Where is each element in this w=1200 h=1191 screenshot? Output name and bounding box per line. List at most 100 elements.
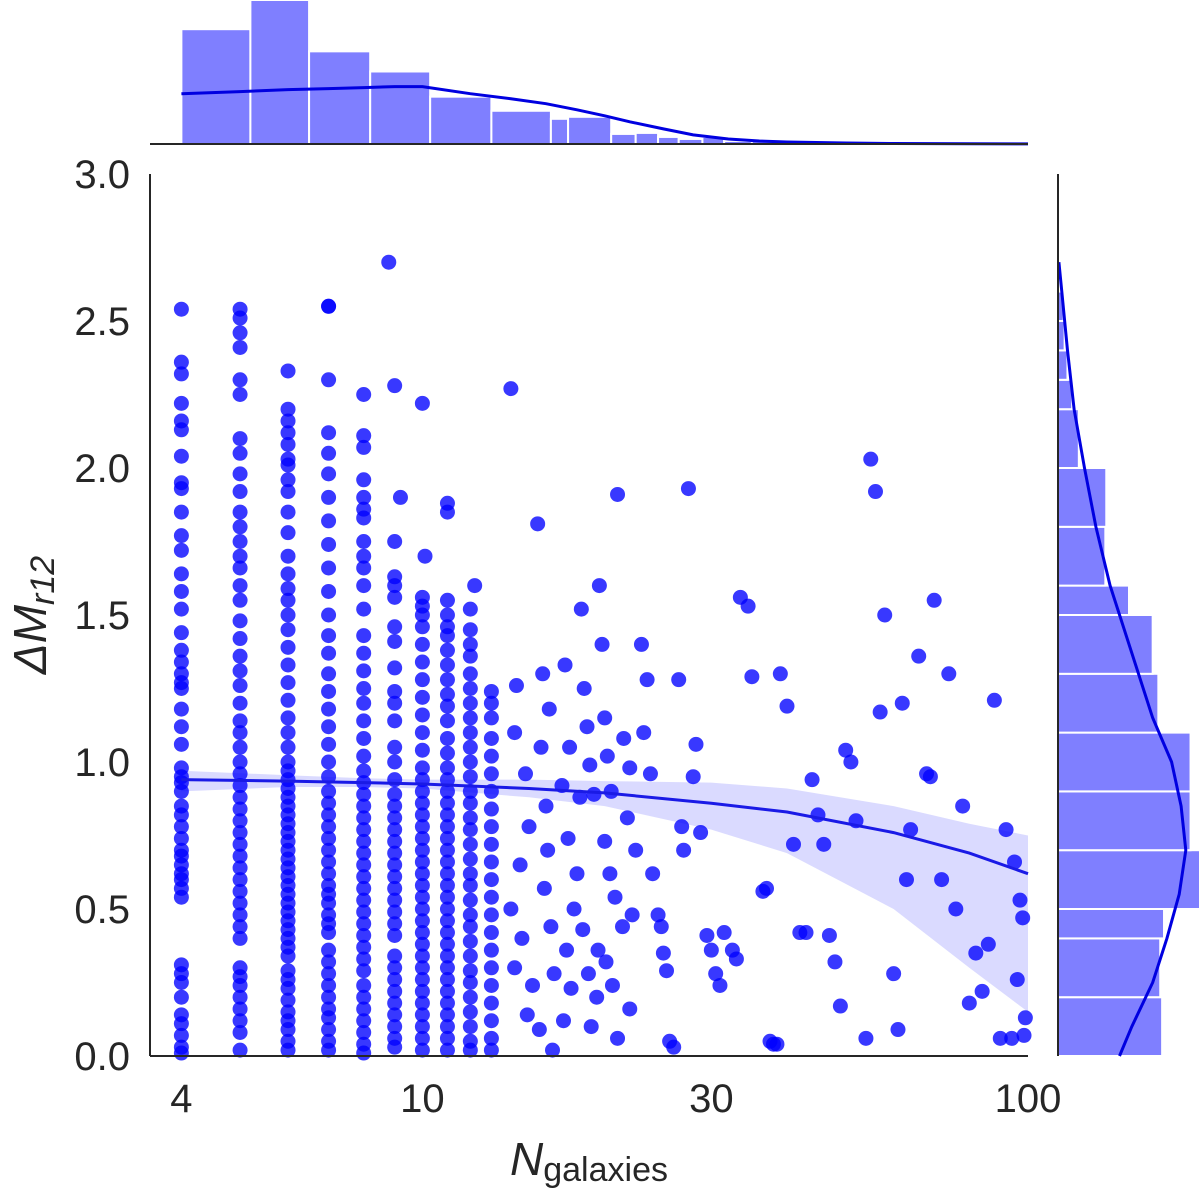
data-point <box>414 742 430 758</box>
data-point <box>321 854 337 870</box>
data-point <box>414 913 430 929</box>
data-point <box>599 748 615 764</box>
data-point <box>462 822 478 838</box>
data-point <box>321 445 337 461</box>
data-point <box>439 842 455 858</box>
y-tick-label: 2.5 <box>74 300 130 344</box>
data-point <box>387 845 403 861</box>
data-point <box>280 413 296 429</box>
top-hist-bar <box>567 115 613 145</box>
data-point <box>439 854 455 870</box>
data-point <box>387 880 403 896</box>
data-point <box>356 977 372 993</box>
data-point <box>566 901 582 917</box>
data-point <box>580 966 596 982</box>
data-point <box>356 857 372 873</box>
data-point <box>387 1039 403 1055</box>
data-point <box>816 836 832 852</box>
data-point <box>911 648 927 664</box>
data-point <box>387 857 403 873</box>
data-point <box>280 363 296 379</box>
data-point <box>414 901 430 917</box>
data-point <box>414 1019 430 1035</box>
data-point <box>280 457 296 473</box>
data-point <box>232 1013 248 1029</box>
data-point <box>173 642 189 658</box>
data-point <box>462 877 478 893</box>
data-point <box>462 710 478 726</box>
data-point <box>728 951 744 967</box>
data-point <box>173 681 189 696</box>
data-point <box>321 754 337 770</box>
data-point <box>1017 1010 1033 1026</box>
data-point <box>356 822 372 838</box>
x-axis-ticks: 4 10 30 100 <box>170 1077 1061 1121</box>
data-point <box>483 683 499 699</box>
data-point <box>575 922 591 938</box>
data-point <box>544 1042 560 1058</box>
data-point <box>508 678 524 694</box>
data-point <box>650 907 666 923</box>
data-point <box>439 819 455 835</box>
data-point <box>173 701 189 717</box>
data-point <box>387 786 403 802</box>
data-point <box>321 1010 337 1026</box>
data-point <box>922 769 938 785</box>
data-point <box>387 660 403 676</box>
data-point <box>173 542 189 558</box>
data-point <box>356 578 372 594</box>
data-point <box>280 581 296 597</box>
data-point <box>414 854 430 870</box>
data-point <box>387 739 403 755</box>
data-point <box>462 851 478 867</box>
data-point <box>321 807 337 823</box>
data-point <box>280 401 296 417</box>
data-point <box>886 966 902 982</box>
x-tick-label: 10 <box>400 1077 445 1121</box>
data-point <box>968 945 984 961</box>
data-point <box>462 601 478 617</box>
data-point <box>980 936 996 952</box>
data-point <box>321 977 337 993</box>
data-point <box>467 578 483 594</box>
data-point <box>280 725 296 741</box>
data-point <box>503 901 519 917</box>
data-point <box>173 448 189 464</box>
data-point <box>232 989 248 1005</box>
data-point <box>439 713 455 729</box>
data-point <box>414 889 430 905</box>
data-point <box>653 919 669 935</box>
data-point <box>533 739 549 755</box>
data-point <box>622 1001 638 1017</box>
data-point <box>232 872 248 888</box>
data-point <box>1004 1030 1020 1046</box>
top-hist-bar <box>180 28 252 145</box>
y-tick-label: 0.5 <box>74 888 130 932</box>
data-point <box>462 739 478 755</box>
data-point <box>483 907 499 923</box>
top-hist-bar <box>657 135 680 146</box>
top-hist-bar <box>249 0 311 145</box>
data-point <box>843 754 859 770</box>
data-point <box>321 942 337 958</box>
x-axis-label-sub: galaxies <box>543 1151 668 1189</box>
data-point <box>387 833 403 849</box>
data-point <box>414 819 430 835</box>
data-point <box>414 725 430 741</box>
data-point <box>518 766 533 782</box>
data-point <box>414 760 430 776</box>
data-point <box>356 560 372 576</box>
data-point <box>538 798 554 814</box>
data-point <box>356 798 372 814</box>
data-point <box>356 628 372 644</box>
data-point <box>356 472 372 488</box>
data-point <box>173 601 189 617</box>
data-point <box>414 1007 430 1023</box>
data-point <box>414 807 430 823</box>
data-point <box>514 930 530 946</box>
data-point <box>483 836 499 852</box>
data-point <box>535 666 551 682</box>
data-point <box>280 525 296 541</box>
data-point <box>321 489 337 505</box>
right-hist-bar <box>1057 908 1166 940</box>
